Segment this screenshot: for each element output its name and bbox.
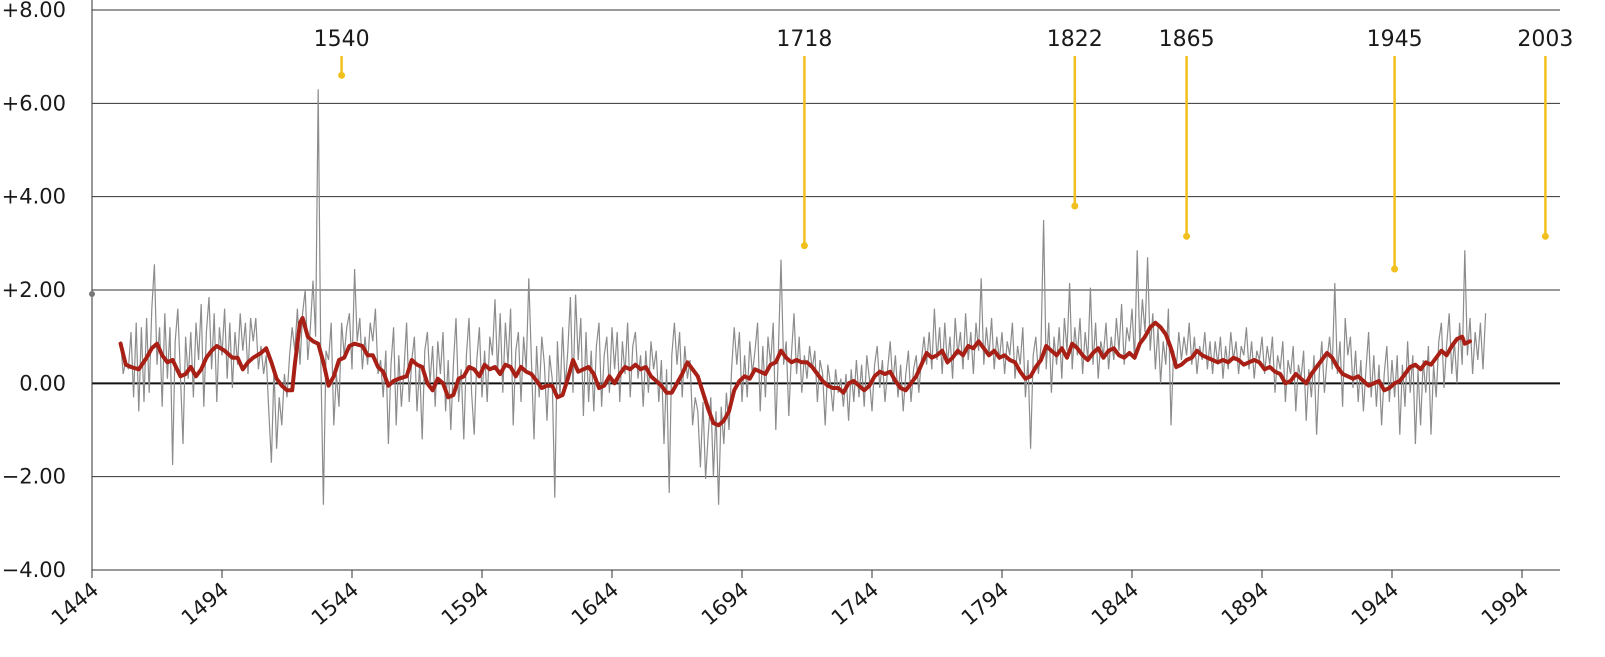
peak-dot bbox=[338, 71, 346, 79]
y-tick-label: +2.00 bbox=[2, 278, 66, 302]
peak-label: 1540 bbox=[314, 27, 370, 52]
series-layer bbox=[118, 89, 1487, 505]
x-tick-label: 1744 bbox=[827, 577, 883, 630]
y-tick-label: +8.00 bbox=[2, 0, 66, 22]
x-tick-label: 1594 bbox=[437, 577, 493, 630]
x-tick-label: 1694 bbox=[697, 577, 753, 630]
peak-label: 2003 bbox=[1517, 27, 1573, 52]
peak-annotation: 2003 bbox=[1517, 27, 1573, 240]
peak-annotation: 1718 bbox=[776, 27, 832, 250]
peak-label: 1822 bbox=[1047, 27, 1103, 52]
series-annual-line bbox=[120, 89, 1487, 505]
x-tick-label: 1794 bbox=[957, 577, 1013, 630]
y-tick-label: +6.00 bbox=[2, 91, 66, 115]
series-smoothed-line bbox=[118, 316, 1472, 428]
peak-annotation: 1540 bbox=[314, 27, 370, 79]
y-tick-label: +4.00 bbox=[2, 185, 66, 209]
peak-dot bbox=[1071, 202, 1079, 210]
x-tick-label: 1894 bbox=[1217, 577, 1273, 630]
x-tick-label: 1844 bbox=[1087, 577, 1143, 630]
axis-layer: −4.00 −2.00 0.00 +2.00 +4.00 +6.00 +8.00 1444 14… bbox=[2, 0, 1533, 630]
x-tick-label: 1944 bbox=[1347, 577, 1403, 630]
peak-annotations: 1540 1718 1822 1865 1945 2003 bbox=[314, 27, 1573, 273]
peak-label: 1945 bbox=[1367, 27, 1423, 52]
peak-dot bbox=[1541, 232, 1549, 240]
x-tick-label: 1444 bbox=[47, 577, 103, 630]
y-tick-label: −2.00 bbox=[2, 465, 66, 489]
peak-annotation: 1865 bbox=[1159, 27, 1215, 240]
peak-annotation: 1945 bbox=[1367, 27, 1423, 273]
x-tick-label: 1494 bbox=[177, 577, 233, 630]
x-tick-label: 1994 bbox=[1477, 577, 1533, 630]
x-tick-label: 1544 bbox=[307, 577, 363, 630]
axis-marker bbox=[89, 291, 95, 297]
x-tick-label: 1644 bbox=[567, 577, 623, 630]
y-tick-label: −4.00 bbox=[2, 558, 66, 582]
peak-label: 1865 bbox=[1159, 27, 1215, 52]
peak-dot bbox=[1183, 232, 1191, 240]
peak-dot bbox=[1391, 265, 1399, 273]
peak-annotation: 1822 bbox=[1047, 27, 1103, 210]
y-tick-label: 0.00 bbox=[19, 371, 66, 395]
peak-label: 1718 bbox=[776, 27, 832, 52]
peak-dot bbox=[800, 242, 808, 250]
